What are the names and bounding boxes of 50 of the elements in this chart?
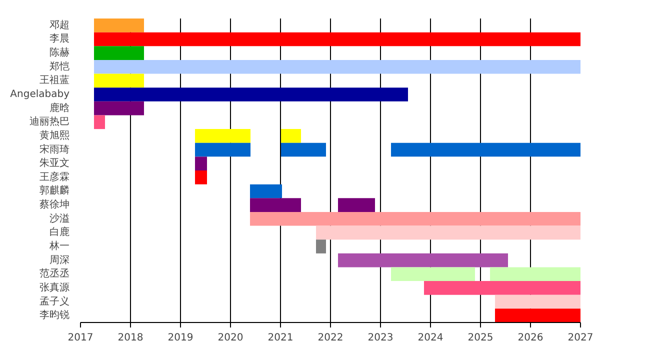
y-tick-label: 陈赫 xyxy=(50,46,70,59)
x-tick-label: 2019 xyxy=(168,332,194,344)
y-tick-label: 李昀锐 xyxy=(40,309,70,322)
x-tick-label: 2024 xyxy=(418,332,444,344)
bar xyxy=(391,142,580,157)
x-tick-label: 2017 xyxy=(68,332,94,344)
y-tick-label: 蔡徐坤 xyxy=(40,198,70,211)
bar xyxy=(94,88,408,102)
y-tick-label: 郑恺 xyxy=(50,60,70,72)
bar xyxy=(495,308,580,322)
y-tick-label: Angelababy xyxy=(10,89,70,100)
y-tick-label: 沙溢 xyxy=(50,212,70,224)
y-tick-label: 宋雨琦 xyxy=(40,143,70,156)
bar xyxy=(195,170,207,184)
bar xyxy=(338,253,508,268)
y-tick-label: 郭麒麟 xyxy=(40,184,70,197)
bar xyxy=(94,60,580,74)
y-tick-label: 林一 xyxy=(48,240,70,252)
y-tick-label: 黄旭熙 xyxy=(40,129,70,142)
y-tick-label: 白鹿 xyxy=(50,226,70,238)
bar xyxy=(316,240,326,254)
y-tick-label: 孟子义 xyxy=(40,295,70,308)
bar xyxy=(495,294,580,309)
bar xyxy=(316,226,580,240)
bar xyxy=(94,46,144,60)
y-tick-label: 周深 xyxy=(50,254,70,266)
bar xyxy=(490,267,580,282)
x-tick-label: 2026 xyxy=(518,332,544,344)
x-tick-label: 2018 xyxy=(118,332,144,344)
bar xyxy=(94,115,105,130)
x-tick-label: 2027 xyxy=(568,332,594,344)
x-tick-label: 2022 xyxy=(318,332,344,344)
x-tick-label: 2023 xyxy=(368,332,394,344)
y-tick-label: 鹿晗 xyxy=(50,102,70,114)
y-tick-label: 王祖蓝 xyxy=(40,74,70,86)
x-tick-label: 2020 xyxy=(218,332,244,344)
y-tick-label: 迪丽热巴 xyxy=(30,116,70,128)
x-tick-label: 2021 xyxy=(268,332,294,344)
y-tick-label: 李晨 xyxy=(50,32,70,45)
x-tick-label: 2025 xyxy=(468,332,494,344)
y-tick-label: 范丞丞 xyxy=(40,268,70,280)
y-tick-label: 张真源 xyxy=(40,281,70,294)
bar xyxy=(250,212,580,226)
bar xyxy=(281,129,301,143)
y-tick-label: 朱亚文 xyxy=(40,157,70,170)
bar xyxy=(94,32,580,46)
bar xyxy=(94,18,144,32)
bar xyxy=(424,281,580,295)
y-tick-label: 邓超 xyxy=(50,18,70,31)
y-tick-label: 王彦霖 xyxy=(40,170,70,183)
